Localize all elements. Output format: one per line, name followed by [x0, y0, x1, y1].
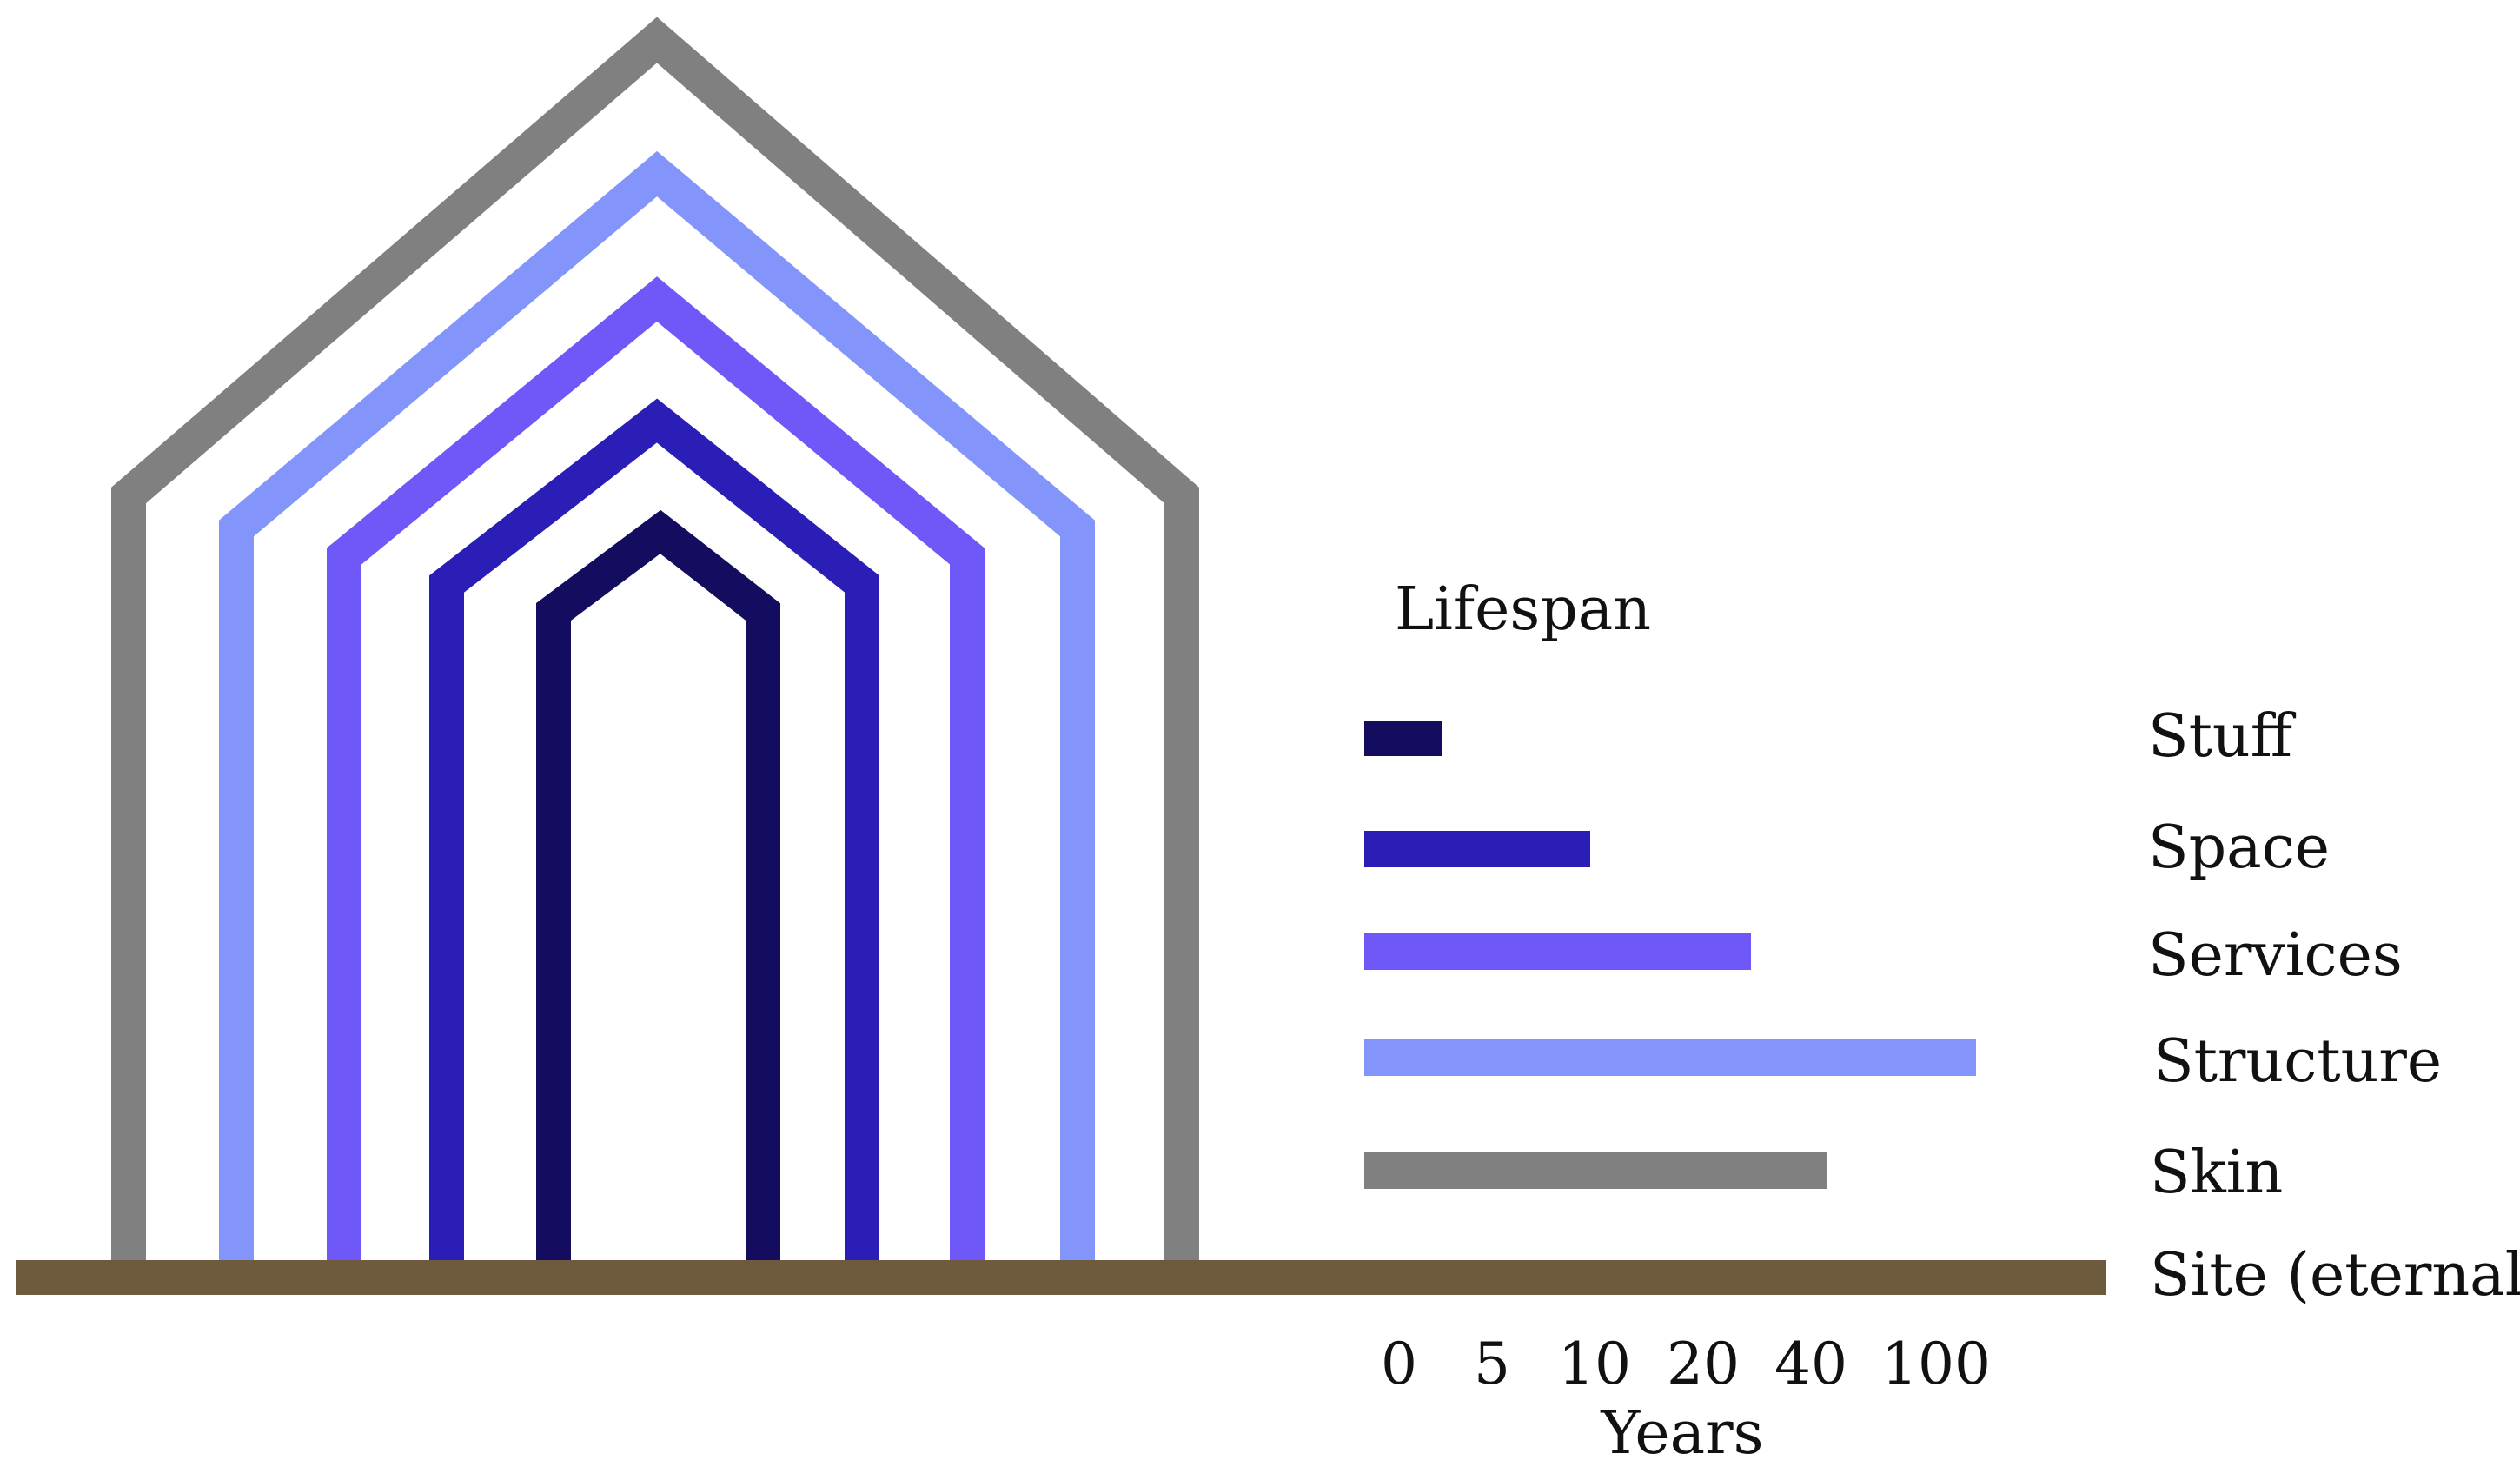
- axis-label-years: Years: [1600, 1399, 1763, 1467]
- layer-label-stuff: Stuff: [2148, 702, 2297, 771]
- house-outlines: [111, 17, 1199, 1262]
- tick-label-100: 100: [1881, 1331, 1991, 1397]
- tick-label-0: 0: [1381, 1331, 1417, 1397]
- tick-label-20: 20: [1667, 1331, 1740, 1397]
- layer-label-skin: Skin: [2150, 1138, 2283, 1207]
- lifespan-bar-structure: [1364, 1039, 1976, 1076]
- tick-label-5: 5: [1474, 1331, 1510, 1397]
- lifespan-title: Lifespan: [1395, 575, 1651, 644]
- lifespan-bars: [1364, 721, 1976, 1189]
- house-outline-stuff: [536, 509, 780, 1262]
- layer-label-structure: Structure: [2153, 1027, 2442, 1096]
- lifespan-bar-space: [1364, 831, 1590, 867]
- axis-ticks: 0 5 10 20 40 100: [1381, 1331, 1991, 1397]
- layer-labels: Stuff Space Services Structure Skin Site…: [2148, 702, 2520, 1310]
- tick-label-10: 10: [1558, 1331, 1631, 1397]
- house-outline-space: [429, 398, 879, 1262]
- layer-label-space: Space: [2148, 813, 2330, 882]
- house-outline-skin: [111, 17, 1199, 1262]
- tick-label-40: 40: [1774, 1331, 1847, 1397]
- layer-label-site: Site (eternal): [2150, 1241, 2520, 1310]
- site-ground-bar: [16, 1260, 2106, 1295]
- house-outline-services: [327, 276, 985, 1262]
- layer-label-services: Services: [2148, 921, 2403, 990]
- lifespan-bar-stuff: [1364, 721, 1442, 756]
- house-outline-structure: [219, 150, 1095, 1262]
- lifespan-bar-services: [1364, 933, 1751, 970]
- lifespan-bar-skin: [1364, 1152, 1827, 1189]
